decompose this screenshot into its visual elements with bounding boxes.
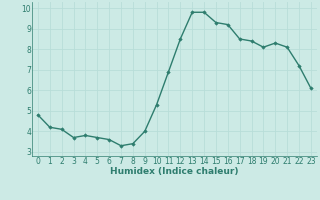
X-axis label: Humidex (Indice chaleur): Humidex (Indice chaleur) — [110, 167, 239, 176]
